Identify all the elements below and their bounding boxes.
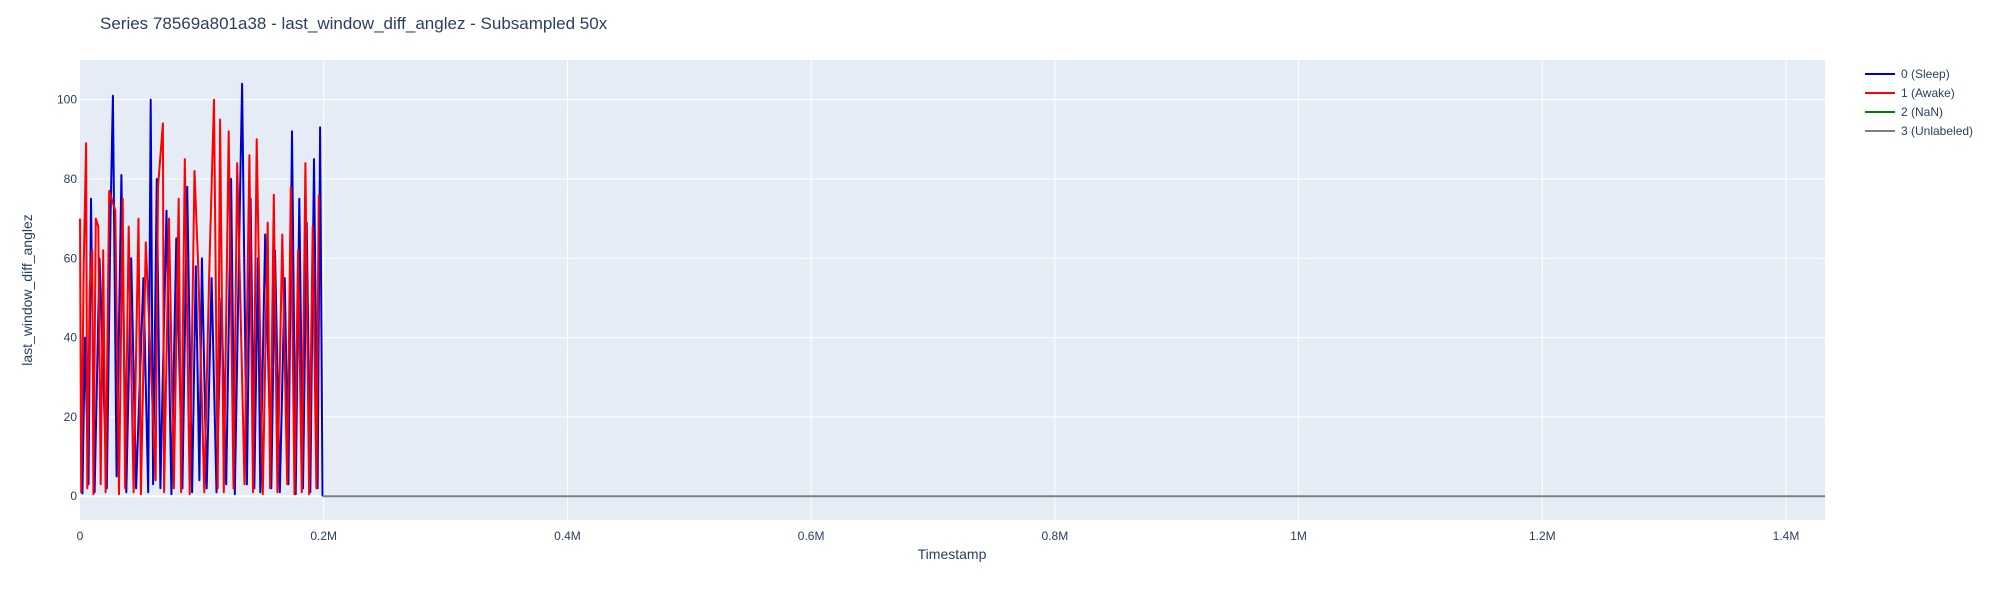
legend-item-0[interactable]: 0 (Sleep): [1865, 67, 1950, 81]
x-axis-label: Timestamp: [918, 546, 987, 562]
chart-title: Series 78569a801a38 - last_window_diff_a…: [100, 14, 608, 33]
legend-label: 3 (Unlabeled): [1901, 124, 1973, 138]
legend-item-3[interactable]: 3 (Unlabeled): [1865, 124, 1973, 138]
series-line-1: [79, 98, 320, 496]
series-lines: [79, 82, 1825, 498]
x-tick-label: 1.4M: [1773, 529, 1800, 543]
legend-item-1[interactable]: 1 (Awake): [1865, 86, 1955, 100]
legend-label: 2 (NaN): [1901, 105, 1943, 119]
x-tick-label: 0.8M: [1042, 529, 1069, 543]
x-tick-label: 0: [77, 529, 84, 543]
y-axis-label: last_window_diff_anglez: [19, 214, 35, 366]
legend-item-2[interactable]: 2 (NaN): [1865, 105, 1943, 119]
y-tick-label: 20: [64, 410, 78, 424]
y-tick-label: 0: [70, 489, 77, 503]
y-tick-label: 100: [57, 93, 77, 107]
x-tick-label: 1.2M: [1529, 529, 1556, 543]
y-tick-label: 80: [64, 172, 78, 186]
plot-area: [80, 60, 1825, 520]
y-tick-label: 40: [64, 331, 78, 345]
legend[interactable]: 0 (Sleep) 1 (Awake) 2 (NaN) 3 (Unlabeled): [1865, 67, 1973, 138]
x-tick-label: 0.6M: [798, 529, 825, 543]
legend-label: 1 (Awake): [1901, 86, 1955, 100]
x-tick-label: 0.4M: [554, 529, 581, 543]
axes: 0 0.2M 0.4M 0.6M 0.8M 1M 1.2M 1.4M 0 20 40 60 80 100: [57, 93, 1799, 543]
y-tick-label: 60: [64, 251, 78, 265]
legend-label: 0 (Sleep): [1901, 67, 1950, 81]
x-tick-label: 1M: [1290, 529, 1307, 543]
x-tick-label: 0.2M: [310, 529, 337, 543]
